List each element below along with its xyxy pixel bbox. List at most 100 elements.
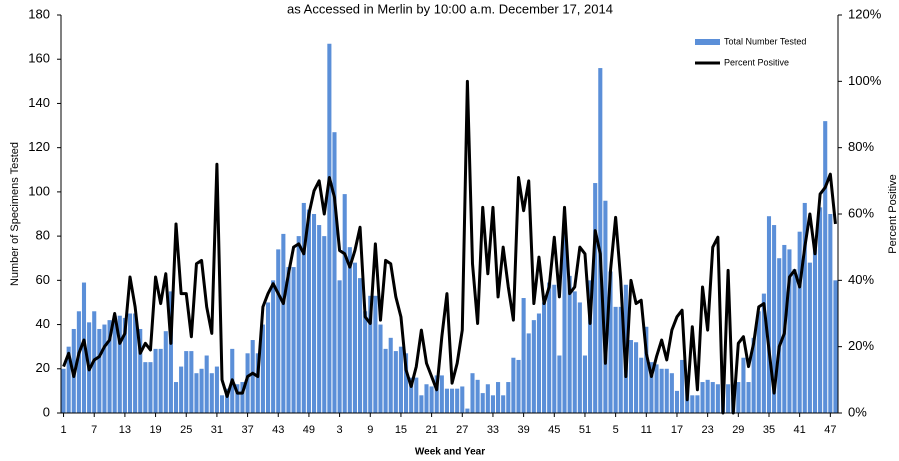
- bar: [470, 373, 475, 413]
- bar: [332, 132, 337, 413]
- bar: [680, 359, 685, 413]
- bar: [598, 68, 603, 414]
- bar: [337, 280, 342, 413]
- bar: [567, 275, 572, 413]
- legend-label: Total Number Tested: [724, 36, 806, 46]
- bar: [311, 214, 317, 413]
- y-axis-title: Number of Specimens Tested: [9, 142, 21, 286]
- bar: [373, 295, 378, 413]
- bar: [664, 368, 669, 413]
- bar: [347, 247, 352, 413]
- bar: [634, 342, 639, 413]
- bar: [102, 324, 107, 413]
- bar: [756, 311, 761, 413]
- bar: [608, 271, 613, 413]
- bar: [511, 357, 516, 413]
- bar: [516, 359, 521, 413]
- bar: [184, 351, 189, 413]
- bar: [439, 375, 444, 413]
- bar: [327, 43, 332, 413]
- bar: [710, 382, 715, 413]
- x-tick-label: 39: [517, 424, 529, 436]
- bar: [260, 324, 265, 413]
- bar: [669, 373, 674, 413]
- bar: [772, 225, 777, 413]
- y-tick-label: 120: [28, 139, 50, 154]
- y-tick-label: 60: [36, 272, 50, 287]
- bar: [409, 377, 414, 413]
- bar: [572, 291, 577, 413]
- bar: [271, 280, 276, 413]
- x-tick-label: 13: [119, 424, 131, 436]
- y2-tick-label: 20%: [848, 338, 874, 353]
- bar: [603, 200, 608, 413]
- bar: [593, 183, 598, 413]
- bar: [66, 346, 71, 413]
- x-tick-label: 7: [91, 424, 97, 436]
- bar: [250, 340, 255, 413]
- bar: [424, 384, 429, 413]
- bar: [214, 366, 219, 413]
- bar: [746, 382, 751, 413]
- bar: [158, 348, 163, 413]
- bar: [526, 333, 531, 413]
- bar: [536, 313, 542, 413]
- y2-tick-label: 40%: [848, 272, 874, 287]
- y-tick-label: 0: [43, 404, 50, 419]
- bar: [383, 348, 388, 413]
- x-axis-title: Week and Year: [415, 447, 485, 458]
- y-tick-label: 20: [36, 360, 50, 375]
- bar: [588, 280, 593, 413]
- bar: [179, 366, 184, 413]
- y-tick-label: 160: [28, 51, 50, 66]
- bar: [357, 278, 363, 413]
- bar: [225, 388, 230, 413]
- bar: [787, 249, 792, 413]
- bar: [613, 306, 618, 413]
- x-tick-label: 47: [824, 424, 836, 436]
- bar: [122, 317, 127, 413]
- bar: [398, 346, 403, 413]
- x-tick-label: 23: [702, 424, 714, 436]
- y-tick-label: 180: [28, 6, 50, 21]
- y2-tick-label: 80%: [848, 139, 874, 154]
- bar: [276, 249, 281, 413]
- bar: [153, 348, 158, 413]
- bar: [644, 326, 649, 413]
- x-tick-label: 29: [732, 424, 744, 436]
- bar: [404, 353, 409, 413]
- x-tick-label: 35: [763, 424, 775, 436]
- y2-tick-label: 100%: [848, 73, 882, 88]
- bar: [133, 313, 138, 413]
- bar: [639, 357, 644, 413]
- bar: [823, 121, 828, 413]
- bar: [736, 382, 741, 413]
- bar: [173, 382, 179, 413]
- x-tick-label: 31: [211, 424, 223, 436]
- x-tick-label: 21: [425, 424, 437, 436]
- bar: [562, 229, 567, 413]
- y2-tick-label: 0%: [848, 404, 867, 419]
- legend-swatch: [695, 39, 720, 45]
- bar: [189, 351, 194, 413]
- bar: [414, 377, 419, 413]
- x-tick-label: 49: [303, 424, 315, 436]
- x-tick-label: 5: [613, 424, 619, 436]
- bar: [112, 315, 117, 413]
- bar: [107, 320, 112, 413]
- bar: [291, 267, 296, 413]
- x-tick-label: 43: [272, 424, 284, 436]
- y-tick-label: 80: [36, 228, 50, 243]
- bar: [690, 395, 695, 413]
- x-tick-label: 15: [395, 424, 407, 436]
- bar: [127, 313, 133, 413]
- bar: [352, 262, 357, 413]
- bar: [818, 207, 823, 413]
- bar: [245, 353, 250, 413]
- bar: [444, 388, 449, 413]
- bar: [828, 214, 833, 413]
- bar: [419, 395, 424, 413]
- bar: [219, 395, 225, 413]
- bar: [812, 249, 818, 413]
- bar: [521, 298, 526, 413]
